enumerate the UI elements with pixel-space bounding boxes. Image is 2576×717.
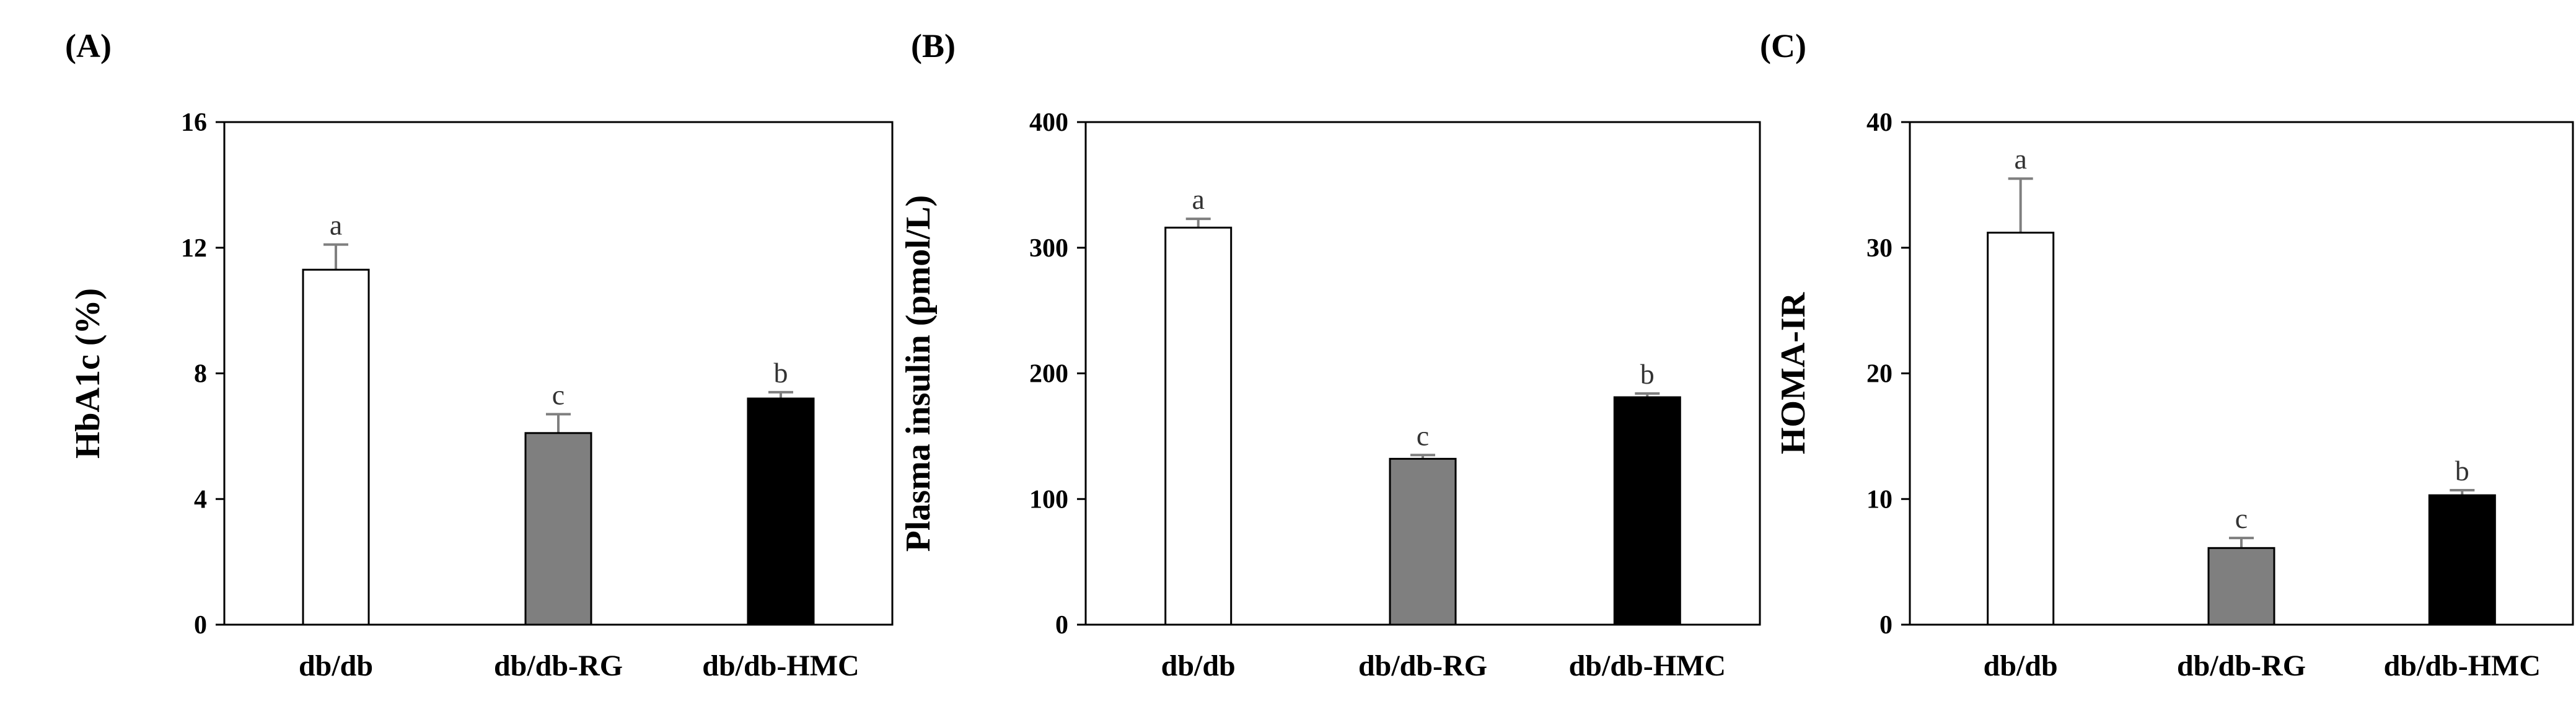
bar-db-db-hmc [747, 397, 815, 626]
x-category-label: db/db-RG [1358, 649, 1487, 682]
y-tick-label: 100 [1029, 485, 1068, 514]
y-tick-label: 300 [1029, 234, 1068, 263]
y-tick-label: 10 [1866, 485, 1892, 514]
panel-label: (B) [911, 27, 956, 64]
x-category-label: db/db [1161, 649, 1236, 682]
x-category-label: db/db [299, 649, 373, 682]
significance-letter: a [1192, 183, 1204, 215]
bar-db-db-hmc [2428, 494, 2496, 626]
significance-letter: c [1417, 420, 1429, 451]
bar-db-db-rg [1389, 457, 1457, 626]
panel-label: (C) [1760, 27, 1806, 64]
chart-panel-1: (A) 0 4 8 12 16 HbA1c (%) a db/db c db/db-RG b db/db… [65, 27, 894, 682]
bar-db-db-rg [524, 432, 592, 626]
y-tick-label: 4 [194, 485, 207, 514]
bar-db-db [1164, 226, 1233, 626]
bar-db-db-hmc [1613, 396, 1681, 626]
significance-letter: a [330, 209, 342, 241]
x-category-label: db/db-HMC [2384, 649, 2541, 682]
y-tick-label: 0 [194, 611, 207, 640]
y-tick-label: 20 [1866, 360, 1892, 389]
significance-letter: c [2235, 503, 2248, 534]
y-axis-label: HbA1c (%) [69, 288, 107, 459]
y-tick-label: 40 [1866, 108, 1892, 137]
panel-label: (A) [65, 27, 112, 64]
significance-letter: a [2014, 143, 2026, 175]
bar-db-db [302, 268, 370, 626]
y-tick-label: 30 [1866, 234, 1892, 263]
x-category-label: db/db-RG [494, 649, 623, 682]
significance-letter: b [773, 357, 788, 389]
bar-db-db-rg [2207, 547, 2275, 626]
x-category-label: db/db-HMC [702, 649, 859, 682]
y-tick-label: 400 [1029, 108, 1068, 137]
y-axis-label: Plasma insulin (pmol/L) [899, 195, 938, 552]
x-category-label: db/db-HMC [1569, 649, 1726, 682]
x-category-label: db/db-RG [2177, 649, 2306, 682]
significance-letter: b [1640, 358, 1655, 390]
significance-letter: c [552, 379, 565, 410]
significance-letter: b [2455, 455, 2469, 486]
y-tick-label: 200 [1029, 360, 1068, 389]
bar-db-db [1987, 231, 2055, 626]
x-category-label: db/db [1984, 649, 2058, 682]
y-tick-label: 16 [181, 108, 207, 137]
chart-panel-2: (B) 0 100 200 300 400 Plasma insulin (pmol/L) a… [899, 27, 1761, 682]
y-axis-label: HOMA-IR [1774, 292, 1813, 454]
y-tick-label: 12 [181, 234, 207, 263]
chart-panel-3: (C) 0 10 20 30 40 HOMA-IR a db/db c db/db-RG b db/db… [1760, 27, 2574, 682]
y-tick-label: 0 [1879, 611, 1892, 640]
y-tick-label: 8 [194, 360, 207, 389]
y-tick-label: 0 [1055, 611, 1068, 640]
